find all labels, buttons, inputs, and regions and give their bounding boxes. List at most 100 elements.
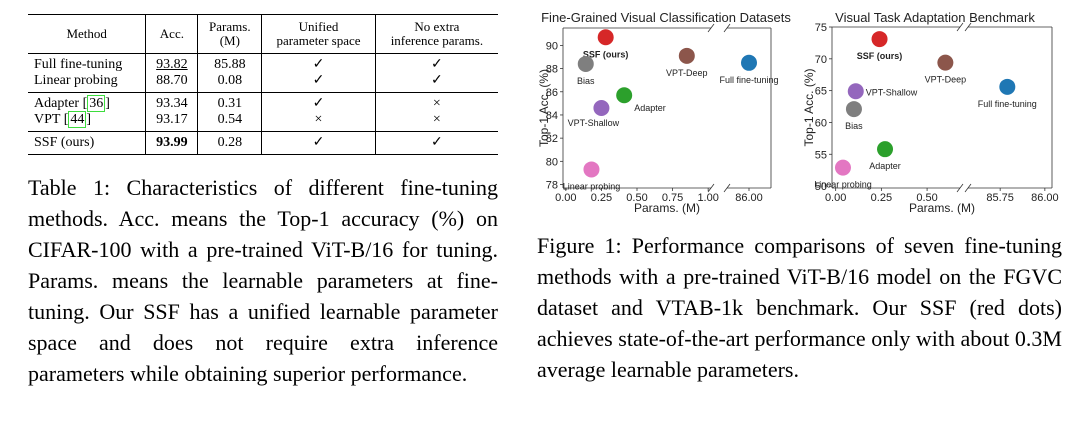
axis-break (707, 183, 715, 193)
table-cell: 93.17 (145, 112, 198, 132)
header-row: Method Acc. Params. (M) Unified parameter s… (28, 14, 498, 54)
data-point (741, 54, 757, 71)
row-group: SSF (ours) 93.99 0.28 ✓ ✓ (28, 131, 498, 155)
point-label: Adapter (634, 103, 666, 113)
cell-text: ✓ (431, 57, 443, 72)
table-cell: ✓ (374, 131, 498, 155)
x-tick-label: 0.25 (591, 192, 612, 204)
point-label: VPT-Deep (925, 75, 967, 85)
table-cell: 0.54 (197, 112, 262, 132)
cell-text: ✓ (312, 135, 325, 150)
chart-title: Fine-Grained Visual Classification Datas… (541, 10, 791, 25)
chart-title: Visual Task Adaptation Benchmark (835, 10, 1035, 25)
table-cell: Full fine-tuning (28, 54, 146, 74)
data-point (845, 101, 862, 118)
point-label: SSF (ours) (583, 49, 629, 59)
table-cell: 88.70 (145, 73, 198, 93)
x-tick-label: 85.75 (986, 192, 1014, 204)
data-point (597, 29, 614, 46)
cell-text: 93.17 (156, 112, 188, 127)
point-label: Linear probing (814, 180, 872, 190)
point-label: Linear probing (563, 181, 621, 191)
y-tick-label: 75 (815, 22, 827, 34)
point-label: Full fine-tuning (978, 99, 1037, 109)
data-point (583, 161, 600, 178)
method-name: VPT (34, 112, 61, 127)
x-axis-label: Params. (M) (634, 201, 700, 215)
point-label: SSF (ours) (857, 51, 903, 61)
cell-text: × (314, 112, 323, 127)
header-cell: Params. (M) (197, 14, 262, 54)
cell-text: 93.82 (156, 57, 188, 72)
table-row: Adapter [36] 93.34 0.31 ✓ × (28, 92, 498, 112)
data-point (616, 87, 633, 104)
point-label: Full fine-tuning (719, 75, 778, 85)
x-tick-label: 1.00 (697, 192, 718, 204)
data-point (877, 141, 894, 158)
charts: Fine-Grained Visual Classification Datas… (537, 10, 1059, 215)
table-cell: ✓ (374, 53, 498, 73)
cell-text: ✓ (312, 73, 325, 88)
y-tick-label: 78 (546, 180, 558, 192)
point-label: VPT-Shallow (568, 118, 620, 128)
data-point (847, 83, 864, 100)
point-label: Adapter (869, 161, 901, 171)
table-cell: Adapter [36] (34, 95, 110, 112)
cell-text: × (432, 112, 441, 127)
header-cell: No extra inference params. (374, 14, 498, 54)
x-axis-label: Params. (M) (909, 201, 975, 215)
y-tick-label: 88 (546, 64, 558, 76)
data-point (678, 47, 695, 64)
method-name: Adapter (34, 96, 80, 111)
row-group: Full fine-tuning 93.82 85.88 ✓ ✓ Linear probi… (28, 53, 498, 93)
axis-break (956, 22, 964, 32)
x-tick-label: 0.00 (825, 192, 846, 204)
row-group: Adapter [36] 93.34 0.31 ✓ × VPT [44] 93.17 0.54… (28, 92, 498, 132)
header-cell: Unified parameter space (261, 14, 376, 54)
cell-text: ✓ (312, 57, 325, 72)
cell-text: 93.99 (156, 135, 188, 150)
cell-text: 0.28 (217, 135, 243, 150)
data-point (834, 159, 851, 176)
table-cell: ✓ (261, 131, 376, 155)
table-cell: ✓ (261, 73, 376, 93)
table-caption: Table 1: Characteristics of different fi… (28, 175, 498, 386)
header-cell: Method (66, 26, 107, 41)
data-point (999, 78, 1016, 95)
data-point (871, 31, 888, 48)
table-cell: 93.82 (145, 53, 198, 73)
table-cell: × (261, 112, 376, 132)
table-cell: 93.34 (145, 92, 198, 112)
table-head: Method Acc. Params. (M) Unified parameter s… (28, 14, 498, 54)
method-name: Linear probing (34, 73, 118, 88)
x-tick-label: 0.50 (916, 192, 937, 204)
x-tick-label: 0.50 (626, 192, 647, 204)
x-tick-label: 0.75 (662, 192, 683, 204)
y-tick-label: 80 (546, 156, 558, 168)
table-cell: × (374, 112, 498, 132)
cell-text: 88.70 (156, 73, 188, 88)
cell-text: 93.34 (156, 96, 188, 111)
method-name: SSF (ours) (34, 135, 95, 150)
table-row: Linear probing 88.70 0.08 ✓ ✓ (28, 73, 498, 93)
data-point (593, 100, 610, 116)
cell-text: 0.31 (217, 96, 243, 111)
table: Method Acc. Params. (M) Unified parameter s… (28, 14, 498, 155)
y-tick-label: 84 (546, 110, 558, 122)
table-row: Full fine-tuning 93.82 85.88 ✓ ✓ (28, 53, 498, 74)
y-tick-label: 90 (546, 40, 558, 52)
table-row: VPT [44] 93.17 0.54 × × (28, 111, 498, 132)
axis-break (964, 183, 972, 193)
citation: 36 (87, 95, 106, 112)
axis-break (707, 23, 715, 33)
x-tick-label: 86.00 (735, 192, 763, 204)
x-tick-label: 86.00 (1031, 192, 1059, 204)
y-tick-label: 65 (815, 86, 827, 98)
table-cell: 0.28 (197, 131, 262, 155)
table-cell: ✓ (374, 73, 498, 93)
table-cell: 0.31 (197, 92, 262, 112)
citation: 44 (68, 111, 87, 128)
cell-text: 0.54 (217, 112, 243, 127)
data-point (937, 54, 954, 71)
